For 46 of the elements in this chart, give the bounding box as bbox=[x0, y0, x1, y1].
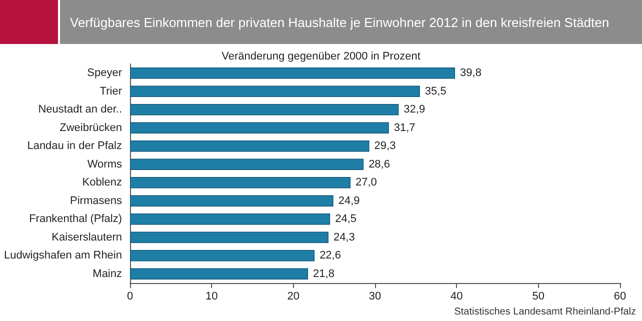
data-label: 35,5 bbox=[424, 85, 446, 98]
bar bbox=[130, 195, 334, 207]
bar bbox=[130, 140, 370, 152]
y-tick-label: Neustadt an der.. bbox=[38, 104, 122, 116]
data-label: 29,3 bbox=[374, 140, 396, 152]
y-tick-label: Speyer bbox=[87, 67, 122, 80]
data-label: 24,3 bbox=[333, 231, 355, 244]
data-label: 24,5 bbox=[335, 213, 357, 226]
data-label: 31,7 bbox=[394, 122, 416, 134]
data-label: 22,6 bbox=[320, 250, 341, 262]
bar bbox=[130, 176, 350, 188]
bar bbox=[130, 213, 330, 225]
bar bbox=[130, 158, 364, 170]
y-tick-label: Trier bbox=[100, 85, 122, 98]
bar bbox=[130, 86, 420, 98]
x-tick-label: 20 bbox=[287, 290, 300, 302]
y-tick-label: Ludwigshafen am Rhein bbox=[4, 250, 122, 262]
bar bbox=[130, 250, 315, 262]
x-tick-label: 40 bbox=[450, 290, 463, 302]
y-tick-label: Kaiserslautern bbox=[52, 231, 122, 244]
x-tick-label: 10 bbox=[206, 290, 218, 302]
bar bbox=[130, 122, 389, 134]
y-tick-label: Worms bbox=[87, 158, 122, 170]
text: Statistisches Landesamt Rheinland-Pfalz bbox=[454, 306, 636, 318]
x-tick-label: 50 bbox=[532, 290, 544, 302]
x-tick-label: 60 bbox=[614, 290, 626, 302]
bar bbox=[130, 232, 328, 244]
data-label: 24,9 bbox=[338, 194, 360, 207]
bar bbox=[130, 67, 456, 79]
y-tick-label: Mainz bbox=[92, 268, 122, 280]
chart-title: Verfügbares Einkommen der privaten Haushalte je Einwohner 2012 in den kreisfreien Städten bbox=[60, 0, 642, 44]
bar bbox=[130, 104, 399, 116]
data-label: 21,8 bbox=[313, 268, 334, 280]
y-tick-label: Zweibrücken bbox=[60, 122, 122, 134]
y-tick-label: Pirmasens bbox=[70, 194, 122, 207]
data-label: 32,9 bbox=[404, 104, 426, 116]
data-label: 39,8 bbox=[460, 67, 482, 80]
y-tick-label: Koblenz bbox=[82, 176, 122, 189]
y-tick-label: Frankenthal (Pfalz) bbox=[29, 213, 122, 226]
data-label: 28,6 bbox=[368, 158, 390, 170]
y-tick-label: Landau in der Pfalz bbox=[27, 140, 122, 152]
bar bbox=[130, 268, 308, 280]
chart-subtitle: Veränderung gegenüber 2000 in Prozent bbox=[222, 50, 420, 62]
x-tick-label: 0 bbox=[126, 290, 134, 302]
x-tick-label: 30 bbox=[368, 290, 382, 302]
data-label: 27,0 bbox=[356, 176, 377, 189]
